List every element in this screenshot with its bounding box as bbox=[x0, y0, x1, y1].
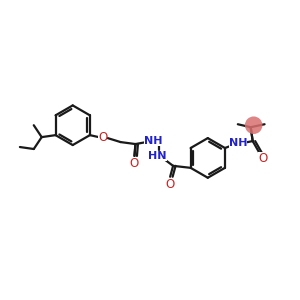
Text: O: O bbox=[130, 158, 139, 170]
Text: NH: NH bbox=[144, 136, 163, 146]
Text: O: O bbox=[98, 130, 107, 144]
Text: O: O bbox=[166, 178, 175, 191]
Point bbox=[251, 123, 256, 128]
Text: O: O bbox=[258, 152, 267, 165]
Text: HN: HN bbox=[148, 151, 167, 161]
Text: NH: NH bbox=[229, 138, 247, 148]
